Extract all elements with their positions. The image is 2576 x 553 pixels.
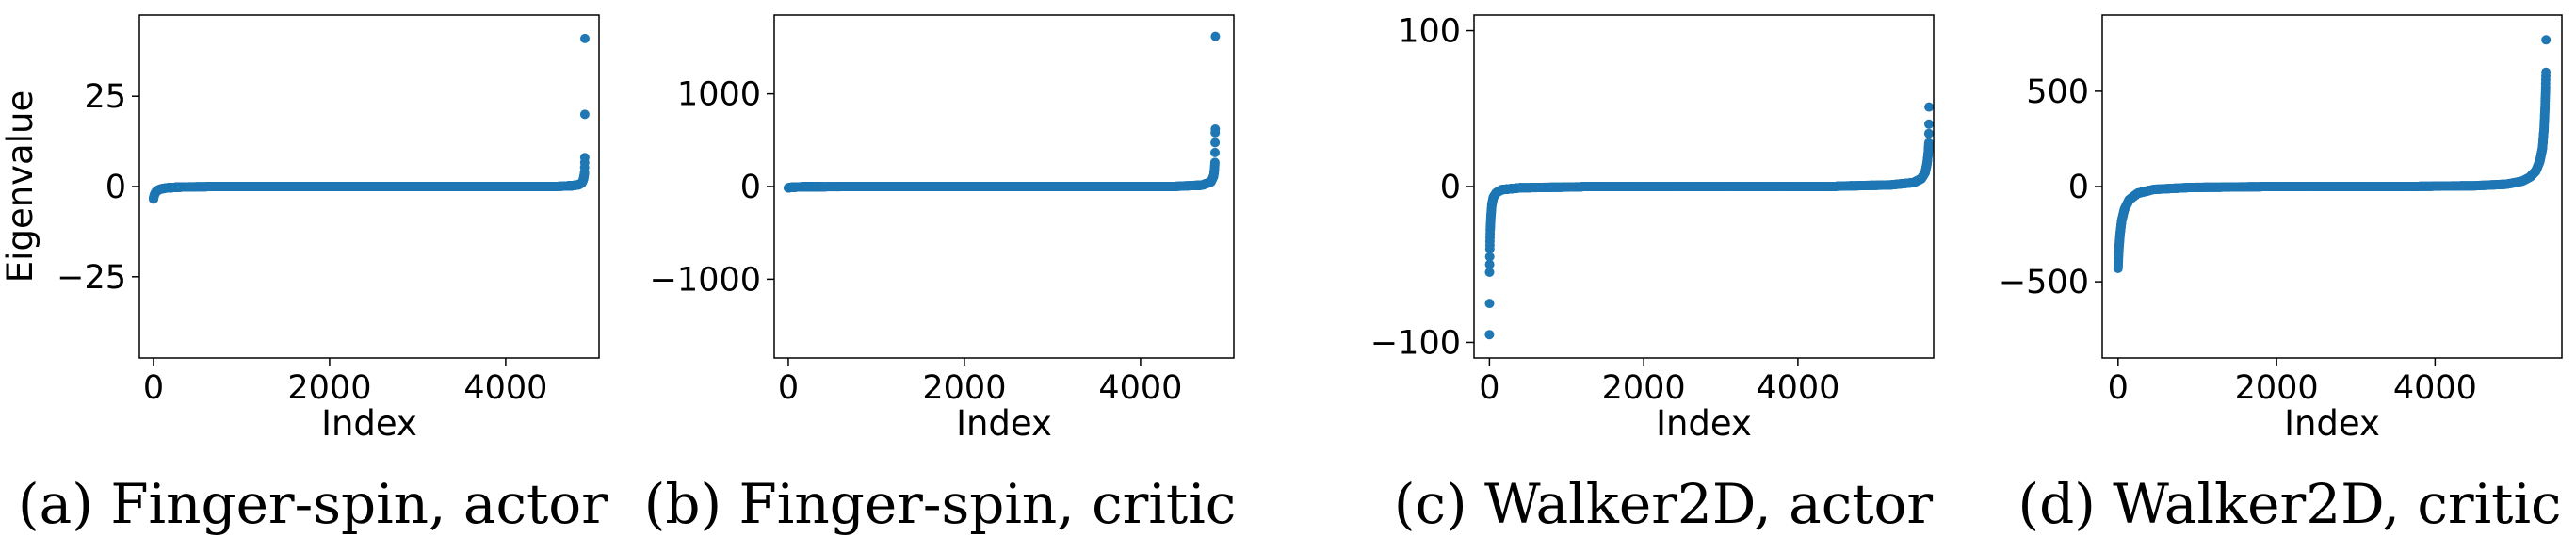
y-tick-label: −25 <box>57 259 126 297</box>
y-tick-label: −100 <box>1370 324 1461 362</box>
x-tick-label: 0 <box>778 369 799 407</box>
data-point <box>1210 147 1220 157</box>
scatter-points <box>149 33 590 204</box>
x-axis-label: Index <box>321 403 417 444</box>
x-axis-label: Index <box>1656 403 1752 444</box>
x-tick-label: 2000 <box>287 369 371 407</box>
x-axis-label: Index <box>956 403 1052 444</box>
y-tick-label: −1000 <box>650 261 761 299</box>
data-point <box>1923 138 1934 148</box>
x-tick-label: 4000 <box>1756 369 1839 407</box>
data-point <box>579 153 590 163</box>
x-tick-label: 4000 <box>463 369 547 407</box>
x-tick-label: 4000 <box>1098 369 1182 407</box>
y-tick-label: 0 <box>105 169 126 206</box>
y-axis-label: Eigenvalue <box>0 90 41 283</box>
subfigure-caption: (b) Finger-spin, critic <box>644 472 1237 536</box>
scatter-points <box>1484 102 1935 340</box>
data-point <box>1209 157 1220 168</box>
data-point <box>1924 102 1935 112</box>
subfigure-caption: (c) Walker2D, actor <box>1394 472 1934 536</box>
y-tick-label: 0 <box>740 169 761 206</box>
subfigure-caption: (a) Finger-spin, actor <box>18 472 608 536</box>
data-point <box>1210 124 1221 134</box>
data-point <box>1210 138 1221 148</box>
scatter-points <box>2113 35 2552 273</box>
scatter-points <box>784 31 1221 193</box>
y-tick-label: 0 <box>1440 169 1461 206</box>
data-point <box>1924 119 1934 129</box>
x-tick-label: 2000 <box>922 369 1006 407</box>
data-point <box>1923 128 1934 138</box>
y-tick-label: 25 <box>84 78 126 116</box>
data-point <box>1484 330 1495 340</box>
y-tick-label: 100 <box>1398 13 1461 51</box>
x-tick-label: 0 <box>143 369 164 407</box>
x-tick-label: 2000 <box>1602 369 1686 407</box>
chart-panel-1: 0 2000 4000 1000 0 −1000 Index (b) Finger-spin,… <box>644 14 1237 536</box>
data-point <box>1484 299 1495 309</box>
data-point <box>579 109 590 120</box>
x-tick-label: 0 <box>1479 369 1499 407</box>
y-tick-label: 1000 <box>677 76 761 114</box>
data-point <box>1210 31 1221 41</box>
chart-panel-2: 0 2000 4000 100 0 −100 Index (c) Walker2D, acto… <box>1370 13 1935 536</box>
chart-panel-0: 0 2000 4000 25 0 −25 Index Eigenvalue (a) Finger… <box>0 14 608 536</box>
data-point <box>580 33 590 43</box>
